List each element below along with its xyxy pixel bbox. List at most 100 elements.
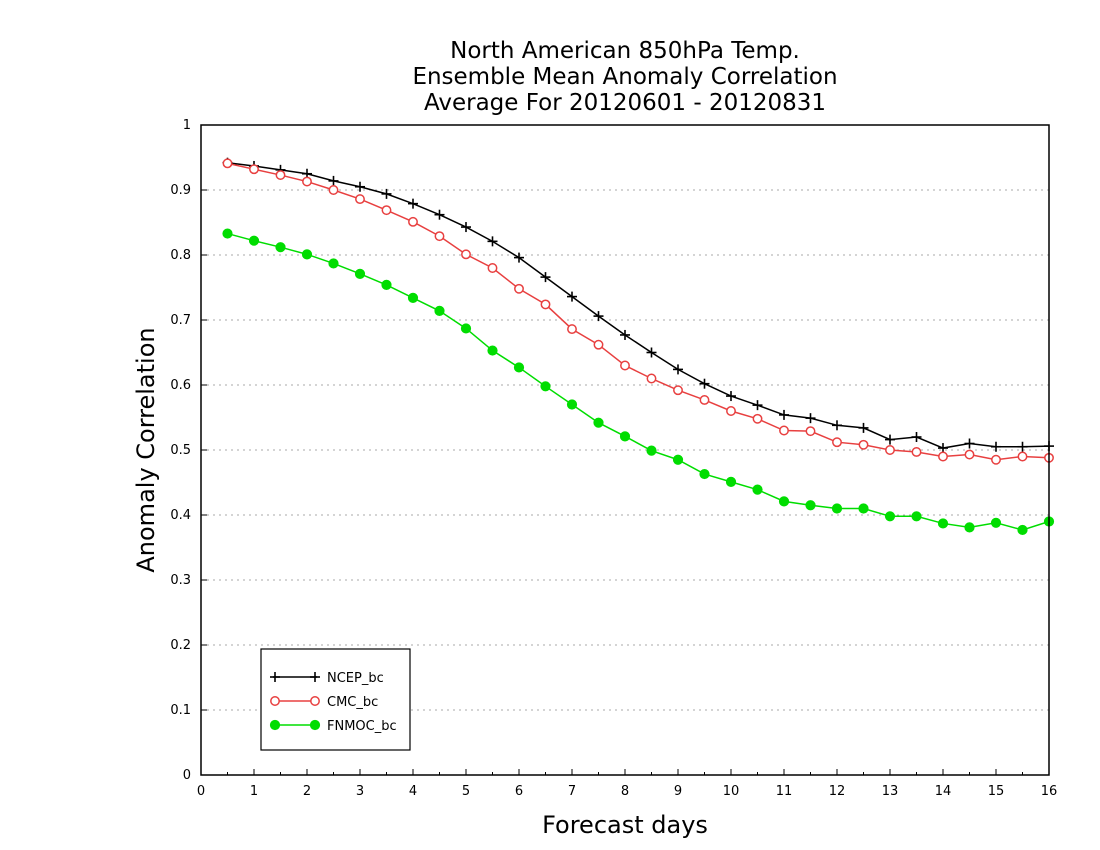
data-point <box>885 445 895 455</box>
axis-ticks: 00.10.20.30.40.50.60.70.80.910 1 2 3 4 5 6 7 8 9 1… <box>170 118 1057 799</box>
x-tick-label: 2 <box>303 784 311 799</box>
series-line <box>227 161 1050 449</box>
y-tick-label: 1 <box>183 118 191 133</box>
data-point <box>381 205 392 216</box>
data-point <box>434 209 445 220</box>
data-point <box>1017 441 1028 452</box>
data-point <box>699 468 710 480</box>
data-point <box>646 347 657 358</box>
y-tick-label: 0.3 <box>170 573 191 588</box>
x-tick-label: 1 <box>250 784 258 799</box>
x-tick-label: 4 <box>409 784 417 799</box>
gridlines <box>201 189 1049 711</box>
data-point <box>991 441 1001 452</box>
y-tick-label: 0.2 <box>170 638 191 653</box>
series-line <box>227 232 1050 531</box>
data-point <box>355 181 365 192</box>
data-point <box>487 345 498 356</box>
data-point <box>249 164 259 175</box>
x-tick-label: 13 <box>882 784 899 799</box>
data-point <box>964 522 975 533</box>
x-tick-label: 11 <box>776 784 793 799</box>
data-point <box>593 417 604 428</box>
data-point <box>672 454 684 465</box>
data-point <box>302 176 312 187</box>
data-point <box>301 249 313 260</box>
x-tick-label: 7 <box>568 784 576 799</box>
data-point <box>964 438 975 449</box>
data-point <box>726 391 736 402</box>
legend-label: FNMOC_bc <box>327 719 397 734</box>
data-point <box>620 360 630 371</box>
data-point <box>858 503 869 514</box>
legend-box <box>260 648 411 751</box>
y-tick-label: 0.1 <box>170 703 191 718</box>
data-point <box>355 194 365 205</box>
data-point <box>991 454 1001 465</box>
chart-title: North American 850hPa Temp. Ensemble Mea… <box>412 38 837 116</box>
series-layer <box>222 157 1055 536</box>
data-point <box>964 449 975 460</box>
series-FNMOC_bc <box>222 228 1055 536</box>
x-axis-label: Forecast days <box>542 811 708 839</box>
data-point <box>328 175 339 186</box>
y-axis-label: Anomaly Correlation <box>132 327 160 572</box>
data-point <box>858 439 869 450</box>
data-point <box>752 484 763 495</box>
chart-title-line-3: Average For 20120601 - 20120831 <box>424 90 826 116</box>
data-point <box>646 445 657 456</box>
legend-marker <box>270 672 280 682</box>
chart-title-line-2: Ensemble Mean Anomaly Correlation <box>412 64 837 90</box>
legend-marker <box>270 696 280 706</box>
data-point <box>540 381 551 392</box>
data-point <box>911 511 922 522</box>
x-tick-label: 15 <box>988 784 1005 799</box>
data-point <box>725 476 737 487</box>
y-tick-label: 0.8 <box>170 248 191 263</box>
series-NCEP_bc <box>222 157 1054 454</box>
data-point <box>885 434 895 445</box>
legend-item-FNMOC_bc: FNMOC_bc <box>269 719 397 734</box>
x-tick-label: 8 <box>621 784 629 799</box>
data-point <box>354 268 366 279</box>
x-tick-label: 5 <box>462 784 470 799</box>
data-point <box>1017 524 1028 536</box>
data-point <box>805 500 816 511</box>
data-point <box>514 252 524 263</box>
data-point <box>911 447 922 457</box>
legend: NCEP_bc CMC_bc FNMOC_bc <box>260 648 411 751</box>
series-CMC_bc <box>222 158 1054 465</box>
data-point <box>779 409 789 420</box>
data-point <box>832 437 842 448</box>
data-point <box>1017 451 1028 462</box>
data-point <box>487 263 498 273</box>
data-point <box>778 496 790 507</box>
data-point <box>434 305 445 316</box>
data-point <box>752 413 763 424</box>
data-point <box>461 222 471 233</box>
data-point <box>884 511 896 522</box>
data-point <box>487 236 498 247</box>
legend-item-NCEP_bc: NCEP_bc <box>270 671 384 686</box>
data-point <box>328 258 339 269</box>
data-point <box>673 385 683 396</box>
legend-label: CMC_bc <box>327 695 378 710</box>
data-point <box>805 426 816 437</box>
data-point <box>567 291 577 302</box>
data-point <box>673 364 683 375</box>
data-point <box>328 185 339 195</box>
y-tick-label: 0 <box>183 768 191 783</box>
data-point <box>275 170 286 181</box>
data-point <box>911 432 922 442</box>
x-tick-label: 3 <box>356 784 364 799</box>
y-tick-label: 0.9 <box>170 183 191 198</box>
data-point <box>408 216 418 227</box>
data-point <box>381 279 392 290</box>
legend-label: NCEP_bc <box>327 671 384 686</box>
y-tick-label: 0.4 <box>170 508 191 523</box>
data-point <box>646 373 657 384</box>
data-point <box>937 518 949 529</box>
chart-title-line-1: North American 850hPa Temp. <box>450 38 800 64</box>
